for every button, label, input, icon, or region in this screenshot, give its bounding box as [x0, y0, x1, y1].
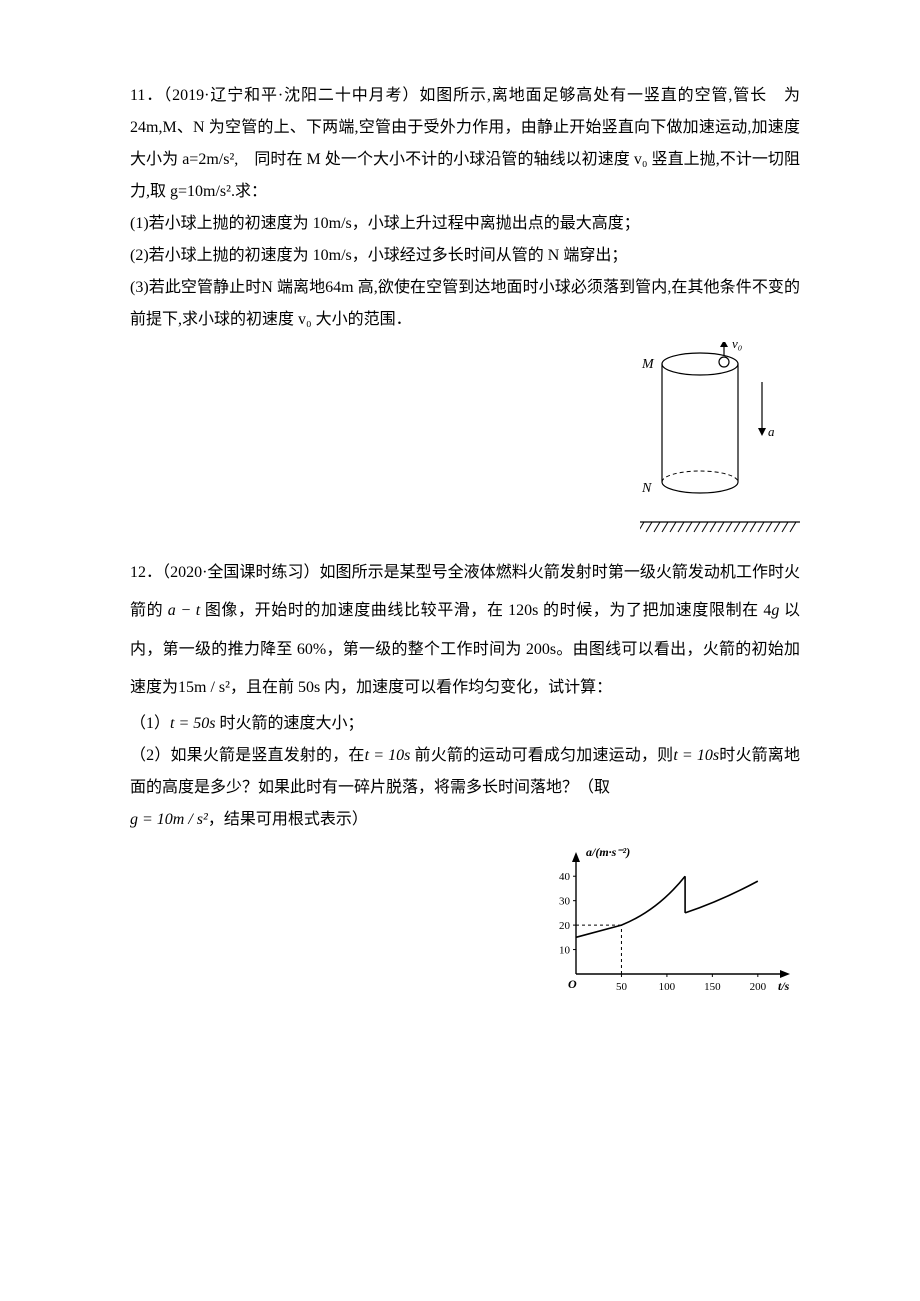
- q11-part2: (2)若小球上抛的初速度为 10m/s，小球经过多长时间从管的 N 端穿出；: [130, 240, 800, 272]
- q11-number: 11．: [130, 87, 163, 104]
- svg-text:50: 50: [616, 981, 628, 993]
- svg-text:100: 100: [659, 981, 676, 993]
- svg-text:a/(m·s⁻²): a/(m·s⁻²): [586, 845, 630, 859]
- q12-p2-mid: 前火箭的运动可看成匀加速运动，则: [410, 747, 673, 764]
- q12-p1-suffix: 时火箭的速度大小；: [215, 715, 363, 732]
- svg-text:t/s: t/s: [778, 979, 790, 993]
- q11-source: （2019·辽宁和平·沈阳二十中月考）: [163, 87, 419, 104]
- q12-p3-suffix: ，结果可用根式表示）: [208, 811, 368, 828]
- a-label: a: [768, 424, 775, 439]
- q12-p1-eq: t = 50s: [170, 715, 215, 732]
- a-t-chart: 10 20 30 40 50 100 150 200 Oa/(m·s⁻²) t/s: [540, 842, 800, 1002]
- q12-b4: ，且在前 50s 内，加速度可以看作均匀变化，试计算：: [230, 679, 612, 696]
- q12-at: a − t: [168, 602, 200, 619]
- q12-p3-eq: g = 10m / s²: [130, 811, 208, 828]
- svg-text:150: 150: [704, 981, 721, 993]
- q12-figure-container: 10 20 30 40 50 100 150 200 Oa/(m·s⁻²) t/s: [130, 842, 800, 1002]
- q12-number: 12．: [130, 564, 162, 581]
- svg-text:10: 10: [559, 944, 571, 956]
- n-label: N: [641, 481, 652, 496]
- svg-text:200: 200: [750, 981, 767, 993]
- svg-text:40: 40: [559, 871, 571, 883]
- q12-b2: 图像，开始时的加速度曲线比较平滑，在 120s 的时候，为了把加速度限制在 4: [200, 602, 771, 619]
- svg-text:20: 20: [559, 920, 571, 932]
- svg-text:O: O: [568, 977, 577, 991]
- q12-p2-eq1: t = 10s: [365, 747, 411, 764]
- q12-part3: g = 10m / s²，结果可用根式表示）: [130, 804, 800, 836]
- q11-figure-container: v₀ M N a: [130, 342, 800, 542]
- q12-p1-prefix: （1）: [130, 715, 170, 732]
- q12-p2-eq2: t = 10s: [673, 747, 719, 764]
- v0-label: v₀: [732, 342, 742, 351]
- q12-p2-prefix: （2）如果火箭是竖直发射的，在: [130, 747, 365, 764]
- q12-body: 12．（2020·全国课时练习）如图所示是某型号全液体燃料火箭发射时第一级火箭发…: [130, 554, 800, 708]
- svg-text:30: 30: [559, 895, 571, 907]
- q12-part1: （1）t = 50s 时火箭的速度大小；: [130, 708, 800, 740]
- q11-part3: (3)若此空管静止时N 端离地64m 高,欲使在空管到达地面时小球必须落到管内,…: [130, 272, 800, 336]
- m-label: M: [641, 357, 655, 372]
- cylinder-diagram: v₀ M N a: [640, 342, 800, 542]
- q11-body: 11．（2019·辽宁和平·沈阳二十中月考）如图所示,离地面足够高处有一竖直的空…: [130, 80, 800, 208]
- q12-a0: 15m / s²: [178, 679, 230, 696]
- q11-part1: (1)若小球上抛的初速度为 10m/s，小球上升过程中离抛出点的最大高度；: [130, 208, 800, 240]
- q12-source: （2020·全国课时练习）: [162, 564, 319, 581]
- q12-part2: （2）如果火箭是竖直发射的，在t = 10s 前火箭的运动可看成匀加速运动，则t…: [130, 740, 800, 804]
